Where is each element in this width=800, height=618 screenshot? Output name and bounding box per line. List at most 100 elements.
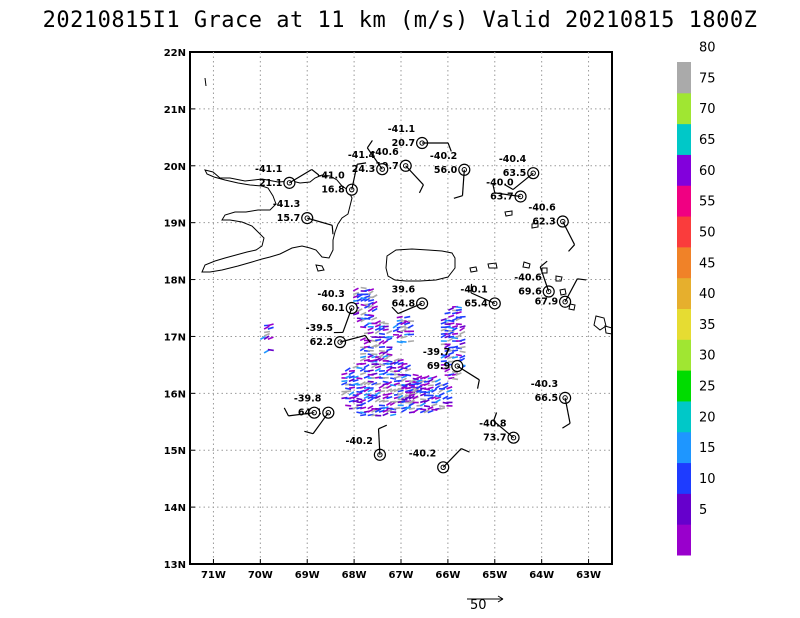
colorbar-swatch	[677, 339, 691, 371]
lat-tick-label: 14N	[164, 503, 186, 514]
map-frame	[189, 51, 613, 565]
wind-barb	[564, 278, 578, 303]
station-marker: -41.0 16.8	[317, 162, 367, 196]
wind-barb	[405, 165, 424, 186]
lon-tick-label: 63W	[576, 570, 601, 581]
island	[593, 315, 607, 331]
station-temperature: -40.4	[499, 154, 527, 165]
station-temperature: -39.5	[306, 323, 333, 334]
lat-tick-label: 22N	[164, 48, 186, 59]
wind-barb	[539, 266, 550, 292]
colorbar-swatch	[677, 493, 691, 525]
station-temperature: -40.1	[460, 284, 487, 295]
colorbar-swatch	[677, 308, 691, 340]
station-wind-speed: 62.3	[532, 217, 555, 228]
station-marker: -41.1 21.1	[255, 164, 320, 189]
station-wind-speed: 62.2	[310, 337, 333, 348]
lon-tick-label: 67W	[389, 570, 414, 581]
colorbar-label: 80	[699, 41, 716, 56]
colorbar-label: 25	[699, 380, 716, 395]
lat-tick-label: 21N	[164, 105, 186, 116]
island	[555, 275, 563, 282]
lat-tick-label: 19N	[164, 219, 186, 230]
station-temperature: -39.7	[423, 347, 450, 358]
wind-barb	[288, 412, 315, 417]
lat-tick-label: 13N	[164, 560, 186, 571]
station-marker: -41.3 15.7	[273, 199, 334, 235]
station-temperature: -40.3	[317, 289, 344, 300]
lon-tick-label: 66W	[435, 570, 460, 581]
colorbar-swatch	[677, 246, 691, 279]
lat-tick-label: 17N	[164, 332, 186, 343]
station-temperature: -40.6	[528, 203, 556, 214]
colorbar-label: 75	[699, 71, 716, 86]
wind-barb	[470, 292, 496, 304]
island	[604, 325, 612, 335]
lat-tick-label: 18N	[164, 276, 186, 287]
colorbar: 5 10 15 20 25 30 35 40 45 50 55 60 65 70 75 80	[677, 41, 716, 556]
lon-tick-label: 71W	[201, 570, 226, 581]
station-temperature: -40.2	[409, 448, 436, 459]
island	[568, 303, 576, 311]
station-wind-speed: 65.4	[464, 298, 488, 309]
station-marker: -41.4 24.3	[348, 140, 389, 176]
wind-vectors	[259, 286, 466, 417]
station-wind-speed: 56.0	[434, 165, 458, 176]
colorbar-label: 30	[699, 349, 716, 364]
island	[522, 261, 531, 269]
colorbar-swatch	[677, 462, 691, 494]
colorbar-swatch	[677, 277, 691, 309]
wind-barb	[312, 412, 329, 435]
station-temperature: -41.0	[317, 171, 345, 182]
station-marker: -39.7 69.9	[423, 347, 480, 389]
station-marker: -41.1 20.7	[388, 124, 452, 152]
station-temperature: -40.8	[479, 419, 507, 430]
station-marker: -40.2	[346, 424, 388, 461]
colorbar-label: 45	[699, 256, 716, 271]
colorbar-swatch	[677, 216, 691, 248]
wind-barb	[442, 448, 462, 468]
wind-barb	[456, 365, 480, 381]
station-temperature: -40.6	[514, 273, 542, 284]
station-temperature: -41.3	[273, 199, 300, 210]
lon-tick-label: 69W	[295, 570, 320, 581]
coastlines	[201, 77, 612, 335]
colorbar-swatch	[677, 154, 691, 186]
wind-barb	[512, 172, 534, 191]
station-temperature: -40.2	[346, 436, 373, 447]
station-temperature: -41.1	[388, 124, 415, 135]
colorbar-swatch	[677, 431, 691, 464]
island	[204, 77, 207, 87]
station-wind-speed: 69.9	[427, 361, 450, 372]
wind-barb	[339, 334, 366, 343]
wind-barb	[493, 420, 514, 439]
station-marker: 39.6 64.8	[391, 284, 429, 315]
lon-tick-label: 70W	[248, 570, 273, 581]
colorbar-label: 35	[699, 318, 716, 333]
station-temperature: 39.6	[392, 284, 416, 295]
island	[504, 210, 513, 217]
island	[315, 264, 325, 272]
wind-barb	[351, 164, 358, 190]
station-wind-speed: 63.5	[503, 168, 526, 179]
lat-tick-label: 20N	[164, 162, 186, 173]
station-marker: -40.6 69.6	[514, 260, 555, 298]
colorbar-label: 60	[699, 164, 716, 179]
lon-tick-label: 64W	[529, 570, 554, 581]
station-wind-speed: 15.7	[277, 213, 300, 224]
wind-barb	[366, 147, 383, 170]
scale-vector-label: 50	[470, 598, 487, 613]
scale-vector	[467, 595, 504, 603]
wind-barb	[397, 302, 423, 315]
wind-barb	[307, 217, 333, 226]
station-temperature: -40.2	[430, 151, 457, 162]
grid-lines	[190, 52, 612, 564]
station-marker: -40.1 65.4	[460, 283, 501, 310]
station-wind-speed: 73.7	[483, 433, 506, 444]
colorbar-label: 5	[699, 503, 707, 518]
station-marker: 67.9	[535, 278, 587, 308]
colorbar-swatch	[677, 524, 691, 556]
station-wind-speed: 69.6	[518, 287, 542, 298]
lon-tick-label: 65W	[482, 570, 507, 581]
station-wind-speed: 63.7	[490, 191, 513, 202]
